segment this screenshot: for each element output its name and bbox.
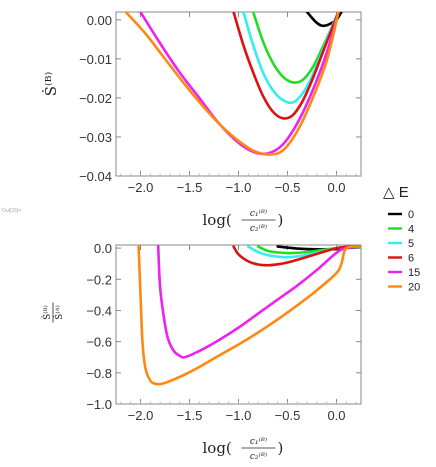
y-tick-label: −0.6: [86, 335, 112, 350]
x-tick-label: −1.5: [177, 180, 203, 195]
top-plot: −2.0 −1.5 −1.0 −0.5 0.0 0.00 −0.01 −0.02 −0.03 −0…: [42, 11, 362, 234]
series-line-15: [156, 245, 361, 359]
y-tick-label: 0.00: [87, 13, 112, 28]
legend-label-5: 5: [408, 238, 414, 250]
legend-label-15: 15: [408, 267, 420, 279]
x-tick-label: 0.0: [327, 180, 345, 195]
plot-frame: [115, 244, 362, 405]
y-tick-label: −0.8: [86, 366, 112, 381]
x-axis-label-denominator: c₂⁽ᴮ⁾: [250, 223, 267, 234]
x-tick-label: −1.0: [226, 408, 252, 423]
x-tick-label: −1.0: [226, 180, 252, 195]
x-axis-label: log( c₁⁽ᴮ⁾ c₂⁽ᴮ⁾): [203, 208, 284, 234]
x-tick-label: −1.5: [177, 408, 203, 423]
y-axis-label: Ṡ⁽ᴮ⁾ Ṡ⁽ᴬ⁾: [41, 302, 65, 323]
x-tick-label: −2.0: [128, 408, 154, 423]
series-line-20: [137, 245, 361, 386]
x-axis-label-numerator: c₁⁽ᴮ⁾: [250, 436, 267, 447]
legend: △ E 0 4 5 6 15 20: [383, 184, 420, 294]
y-tick-label: −0.2: [86, 272, 112, 287]
y-tick-label: −0.04: [79, 169, 112, 184]
legend-label-4: 4: [408, 224, 414, 236]
x-axis-label-text: log(: [203, 439, 232, 457]
series-group: [137, 245, 361, 386]
y-tick-label: −0.03: [79, 130, 112, 145]
legend-label-6: 6: [408, 253, 414, 265]
y-axis-label-denominator: Ṡ⁽ᴬ⁾: [53, 305, 65, 320]
x-tick-label: 0.0: [327, 408, 345, 423]
legend-label-20: 20: [408, 282, 420, 294]
x-axis-label: log( c₁⁽ᴮ⁾ c₂⁽ᴮ⁾): [203, 436, 284, 462]
y-tick-label: −0.02: [79, 91, 112, 106]
x-axis-label-close: ): [278, 211, 284, 229]
y-tick-label: −1.0: [86, 397, 112, 412]
series-group: [124, 12, 343, 156]
x-axis-label-denominator: c₂⁽ᴮ⁾: [250, 451, 267, 462]
x-axis-label-close: ): [278, 439, 284, 457]
x-tick-label: −2.0: [128, 180, 154, 195]
y-tick-label: 0.0: [94, 241, 112, 256]
series-line-20: [124, 12, 340, 156]
x-tick-label: −0.5: [275, 180, 301, 195]
y-axis-label-text: Ṡ⁽ᴮ⁾: [42, 72, 60, 97]
series-line-6: [232, 12, 340, 120]
y-tick-label: −0.4: [86, 303, 112, 318]
plot-frame: [115, 11, 362, 177]
output-label: Out[15]=: [2, 208, 21, 214]
y-tick-label: −0.01: [79, 52, 112, 67]
x-tick-label: −0.5: [275, 408, 301, 423]
legend-title: △ E: [383, 184, 409, 201]
y-axis-label: Ṡ⁽ᴮ⁾: [42, 72, 60, 97]
bottom-plot: −2.0 −1.5 −1.0 −0.5 0.0 0.0 −0.2 −0.4 −0.6 −0.8 −1…: [41, 241, 362, 462]
y-axis-label-numerator: Ṡ⁽ᴮ⁾: [41, 305, 53, 320]
legend-label-0: 0: [408, 209, 414, 221]
x-axis-label-numerator: c₁⁽ᴮ⁾: [250, 208, 267, 219]
series-line-6: [232, 245, 361, 267]
x-axis-label-text: log(: [203, 211, 232, 229]
